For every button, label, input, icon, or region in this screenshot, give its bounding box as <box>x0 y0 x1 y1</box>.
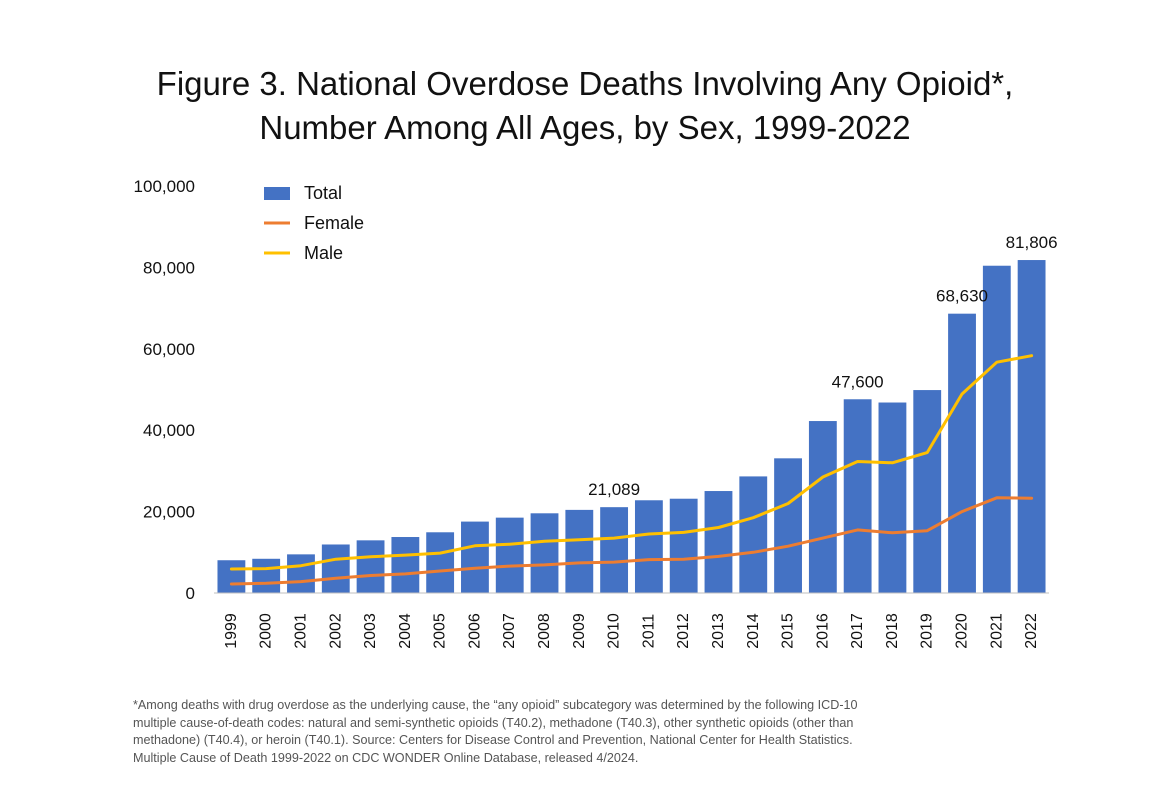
bar-total-2002 <box>321 544 350 593</box>
x-tick-label: 2010 <box>606 613 623 649</box>
y-tick-label: 40,000 <box>143 421 195 440</box>
x-tick-label: 2016 <box>814 613 831 649</box>
x-tick-label: 2007 <box>501 613 518 649</box>
footnote-line: multiple cause-of-death codes: natural a… <box>133 715 854 730</box>
data-label: 21,089 <box>588 480 640 499</box>
x-tick-label: 2002 <box>327 613 344 649</box>
x-tick-label: 2022 <box>1023 613 1040 649</box>
bar-total-2020 <box>948 313 976 593</box>
x-tick-label: 2009 <box>571 613 588 649</box>
bar-total-2003 <box>356 540 385 593</box>
footnote: *Among deaths with drug overdose as the … <box>133 697 1033 767</box>
bar-total-2016 <box>808 421 837 593</box>
x-tick-label: 2019 <box>919 613 936 649</box>
x-tick-label: 2006 <box>466 613 483 649</box>
x-tick-label: 2018 <box>884 613 901 649</box>
legend-label-male: Male <box>304 243 343 263</box>
footnote-line: *Among deaths with drug overdose as the … <box>133 698 858 712</box>
x-tick-label: 2000 <box>258 613 275 649</box>
bar-total-2005 <box>426 532 455 593</box>
footnote-line: Multiple Cause of Death 1999-2022 on CDC… <box>133 750 639 765</box>
bar-total-1999 <box>217 560 246 593</box>
footnote-line: methadone) (T40.4), or heroin (T40.1). S… <box>133 733 853 747</box>
bar-total-2004 <box>391 537 420 593</box>
chart-canvas: 0 20,000 40,000 60,000 80,000 100,000 1999 2000… <box>134 177 1058 649</box>
y-tick-label: 100,000 <box>134 177 195 196</box>
bar-total-2008 <box>530 513 559 593</box>
bar-total-2015 <box>774 458 802 593</box>
y-tick-label: 60,000 <box>143 340 195 359</box>
x-tick-label: 2021 <box>988 613 1005 649</box>
series-line-male <box>229 354 1034 571</box>
x-tick-label: 2004 <box>397 613 414 649</box>
chart-title-line-2: Number Among All Ages, by Sex, 1999-2022 <box>259 109 911 146</box>
y-tick-label: 20,000 <box>143 503 195 522</box>
bar-total-2014 <box>739 476 768 593</box>
bar-total-2006 <box>461 521 489 593</box>
x-tick-label: 1999 <box>223 613 240 649</box>
bar-total-2022 <box>1017 260 1046 593</box>
x-tick-label: 2020 <box>954 613 971 649</box>
bar-total-2000 <box>252 558 281 593</box>
bar-total-2012 <box>669 498 698 593</box>
bar-total-2009 <box>565 509 594 593</box>
y-tick-label: 0 <box>186 584 195 603</box>
data-label: 68,630 <box>936 287 988 306</box>
y-tick-label: 80,000 <box>143 258 195 277</box>
bar-total-2010 <box>600 507 629 593</box>
bar-total-2021 <box>982 265 1011 593</box>
chart-title-line-1: Figure 3. National Overdose Deaths Invol… <box>156 65 1014 102</box>
x-tick-label: 2005 <box>432 613 449 649</box>
x-tick-label: 2012 <box>675 613 692 649</box>
bar-total-2017 <box>843 399 872 593</box>
x-tick-label: 2015 <box>780 613 797 649</box>
data-label: 81,806 <box>1006 233 1058 252</box>
bar-total-2013 <box>704 491 733 593</box>
bar-total-2018 <box>878 402 907 593</box>
legend-label-female: Female <box>304 213 364 233</box>
chart-title: Figure 3. National Overdose Deaths Invol… <box>0 62 1170 150</box>
bar-total-2007 <box>495 517 524 593</box>
x-tick-label: 2003 <box>362 613 379 649</box>
x-tick-label: 2001 <box>292 613 309 649</box>
bar-total-2011 <box>634 500 663 593</box>
legend-swatch-total <box>264 187 290 200</box>
bar-total-2019 <box>913 390 942 593</box>
x-tick-label: 2011 <box>640 614 657 649</box>
x-tick-label: 2014 <box>745 613 762 649</box>
bar-total-2001 <box>287 554 315 593</box>
x-tick-label: 2008 <box>536 613 553 649</box>
data-label: 47,600 <box>832 372 884 391</box>
x-tick-label: 2013 <box>710 613 727 649</box>
x-tick-label: 2017 <box>849 613 866 649</box>
legend-label-total: Total <box>304 183 342 203</box>
series-line-female <box>229 496 1034 586</box>
